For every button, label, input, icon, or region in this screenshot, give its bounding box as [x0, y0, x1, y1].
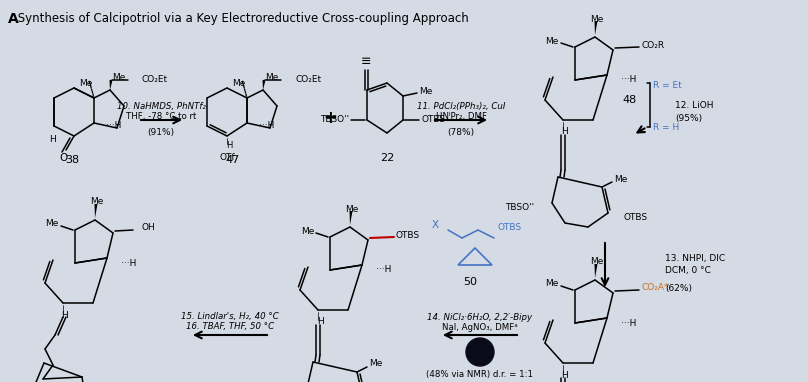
Text: H: H [61, 311, 69, 319]
Text: Me: Me [90, 197, 103, 207]
Text: Me: Me [369, 359, 382, 369]
Text: 38: 38 [65, 155, 79, 165]
Text: CO₂Et: CO₂Et [142, 76, 168, 84]
Text: ≡: ≡ [360, 55, 371, 68]
Text: ···H: ···H [621, 76, 637, 84]
Polygon shape [595, 264, 597, 278]
Text: CO₂R: CO₂R [641, 40, 664, 50]
Text: TBSO'': TBSO'' [320, 115, 349, 125]
Text: 10. NaHMDS, PhNTf₂: 10. NaHMDS, PhNTf₂ [116, 102, 205, 112]
Text: 15. Lindlar's, H₂, 40 °C: 15. Lindlar's, H₂, 40 °C [181, 311, 279, 320]
Text: Me: Me [233, 79, 246, 89]
Polygon shape [263, 80, 266, 90]
Text: (95%): (95%) [675, 113, 702, 123]
Text: ···H: ···H [376, 265, 391, 275]
Text: OTf: OTf [219, 154, 235, 162]
Text: CO₂A*: CO₂A* [641, 283, 668, 293]
Text: 48: 48 [623, 95, 638, 105]
Text: H: H [317, 317, 323, 327]
Text: 22: 22 [380, 153, 394, 163]
Text: CO₂Et: CO₂Et [295, 76, 321, 84]
Text: 13. NHPI, DIC: 13. NHPI, DIC [665, 254, 725, 262]
Text: NaI, AgNO₃, DMFᵃ: NaI, AgNO₃, DMFᵃ [442, 324, 518, 332]
Text: OTBS: OTBS [396, 230, 420, 240]
Circle shape [466, 338, 494, 366]
Text: ···H: ···H [121, 259, 137, 267]
Text: ···H: ···H [621, 319, 637, 327]
Text: OTBS: OTBS [624, 212, 648, 222]
Text: Me: Me [345, 204, 359, 214]
Text: OH: OH [141, 223, 155, 233]
Text: Me: Me [614, 175, 627, 183]
Text: 12. LiOH: 12. LiOH [675, 100, 713, 110]
Text: X: X [431, 220, 439, 230]
Text: OTBS: OTBS [421, 115, 445, 125]
Text: HNᴵPr₂, DMF: HNᴵPr₂, DMF [436, 112, 486, 120]
Text: TBSO'': TBSO'' [505, 202, 534, 212]
Text: 11. PdCl₂(PPh₃)₂, CuI: 11. PdCl₂(PPh₃)₂, CuI [417, 102, 505, 112]
Text: 16. TBAF, THF, 50 °C: 16. TBAF, THF, 50 °C [186, 322, 274, 332]
Text: Me: Me [419, 86, 432, 96]
Text: Ni: Ni [475, 345, 485, 354]
Polygon shape [350, 211, 352, 225]
Text: 50: 50 [463, 277, 477, 287]
Text: Me: Me [545, 280, 559, 288]
Text: ···H: ···H [106, 120, 121, 129]
Text: O: O [60, 153, 68, 163]
Text: (78%): (78%) [448, 128, 474, 136]
Text: Me: Me [79, 79, 93, 89]
Text: R = H: R = H [653, 123, 680, 131]
Text: Me: Me [45, 220, 59, 228]
Text: Me: Me [545, 37, 559, 45]
Text: H: H [225, 141, 232, 151]
Text: (62%): (62%) [665, 283, 692, 293]
Text: DCM, 0 °C: DCM, 0 °C [665, 265, 711, 275]
Polygon shape [110, 80, 112, 90]
Text: 47: 47 [226, 155, 240, 165]
Text: Me: Me [591, 257, 604, 267]
Text: THF, -78 °C to rt: THF, -78 °C to rt [126, 112, 196, 120]
Text: H: H [562, 128, 568, 136]
Text: OTBS: OTBS [498, 223, 522, 233]
Text: Me: Me [591, 15, 604, 24]
Text: ···H: ···H [259, 120, 275, 129]
Text: Me: Me [112, 73, 125, 83]
Polygon shape [95, 204, 98, 218]
Text: Me: Me [265, 73, 279, 83]
Text: R = Et: R = Et [653, 81, 682, 89]
Text: Synthesis of Calcipotriol via a Key Electroreductive Cross-coupling Approach: Synthesis of Calcipotriol via a Key Elec… [14, 12, 469, 25]
Text: ⊕: ⊕ [478, 356, 482, 361]
Text: 14. NiCl₂·6H₂O, 2,2′-Bipy: 14. NiCl₂·6H₂O, 2,2′-Bipy [427, 314, 532, 322]
Polygon shape [595, 21, 597, 35]
Text: (91%): (91%) [147, 128, 175, 136]
Text: H: H [562, 371, 568, 379]
Text: +: + [323, 109, 337, 127]
Text: (48% via NMR) d.r. = 1:1: (48% via NMR) d.r. = 1:1 [427, 369, 533, 379]
Text: H: H [48, 136, 56, 144]
Text: Me: Me [301, 227, 314, 235]
Text: A: A [8, 12, 19, 26]
